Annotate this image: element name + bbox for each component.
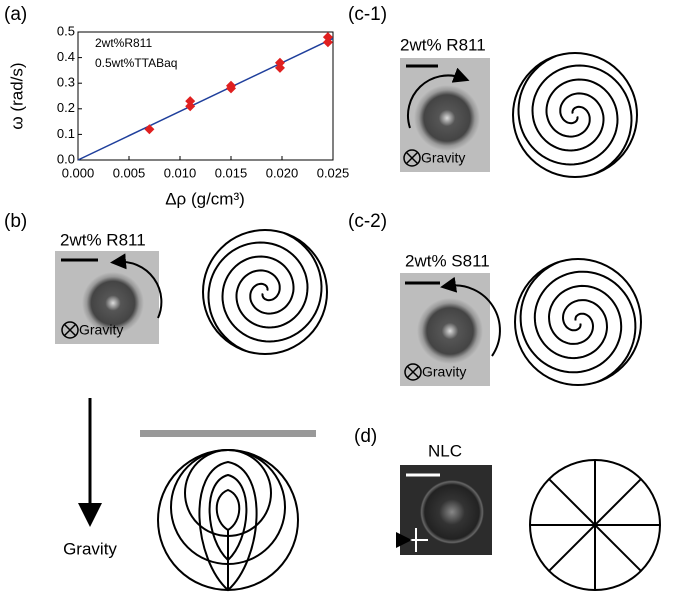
annotation: 2wt%R811 (95, 36, 152, 50)
y-tick-label: 0.3 (57, 75, 75, 90)
panel-label: (a) (4, 4, 27, 25)
y-tick-label: 0.4 (57, 49, 75, 64)
spokes (530, 460, 660, 590)
figure: (a) 2wt%R811 0.5wt%TTABaq Δρ (g/cm³) ω (… (0, 0, 677, 592)
point (144, 124, 154, 134)
spiral-outline (513, 53, 637, 177)
annotation: 0.5wt%TTABaq (95, 56, 177, 70)
spiral-outline (515, 259, 641, 385)
x-tick-label: 0.005 (113, 165, 146, 180)
spiral-outline (203, 230, 327, 354)
x-axis-label: Δρ (g/cm³) (165, 189, 245, 208)
photo-text: Gravity (421, 150, 465, 166)
panel-label: (c-1) (348, 4, 387, 25)
gravity-diagram (90, 398, 316, 590)
panel-label: (d) (354, 426, 377, 447)
y-tick-label: 0.5 (57, 23, 75, 38)
x-tick-label: 0.020 (266, 165, 299, 180)
point (275, 58, 285, 68)
photo-text: Gravity (79, 322, 123, 338)
x-tick-label: 0.025 (317, 165, 350, 180)
caption: 2wt% S811 (405, 251, 490, 270)
y-tick-label: 0.1 (57, 126, 75, 141)
y-tick-label: 0.2 (57, 100, 75, 115)
caption: NLC (428, 441, 462, 460)
panel-label: (b) (4, 211, 27, 232)
caption: 2wt% R811 (60, 230, 146, 249)
x-tick-label: 0.015 (215, 165, 248, 180)
panel-label: (c-2) (348, 211, 387, 232)
x-tick-label: 0.000 (62, 165, 95, 180)
plot-frame (78, 32, 333, 160)
caption: 2wt% R811 (400, 35, 486, 54)
arrow-text: Gravity (63, 539, 117, 558)
x-tick-label: 0.010 (164, 165, 197, 180)
y-tick-label: 0.0 (57, 151, 75, 166)
photo-text: Gravity (422, 364, 466, 380)
y-axis-label: ω (rad/s) (7, 62, 26, 129)
point (323, 32, 333, 42)
